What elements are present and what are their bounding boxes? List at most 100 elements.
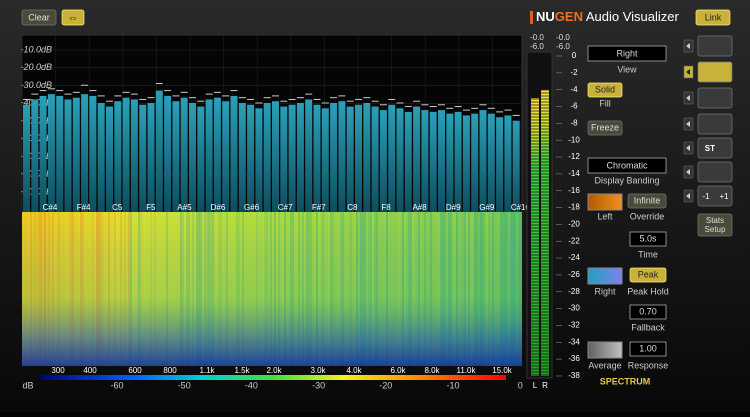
logo-mark xyxy=(530,11,533,24)
override-label: Override xyxy=(630,211,665,221)
meter: 0 -2 -4 -6 -8 -10 -12 -14 -16 -18 -20 -22 -24 -26 -28 -… xyxy=(530,51,580,390)
freq-label: 8.0k xyxy=(424,366,440,375)
side-arrow-icon xyxy=(686,145,690,151)
side-arrow-icon xyxy=(686,193,690,199)
link-button[interactable] xyxy=(695,9,731,26)
peak-readout-l: -0.0 xyxy=(530,33,544,42)
note-label: F#7 xyxy=(312,203,326,212)
infinite-button[interactable] xyxy=(627,193,667,209)
mode-button[interactable] xyxy=(697,113,733,135)
meter-scale-label: -4 xyxy=(570,85,578,94)
solid-label: Solid xyxy=(595,84,615,94)
app-title: NUGEN Audio Visualizer xyxy=(536,9,679,24)
spectrum-bar xyxy=(106,106,113,212)
note-label: A#8 xyxy=(412,203,427,212)
setup-label: Setup xyxy=(705,225,726,234)
st-label: ST xyxy=(705,144,715,153)
left-swatch[interactable] xyxy=(587,193,623,211)
meter-scale-label: -36 xyxy=(568,354,580,363)
side-arrow-icon xyxy=(686,121,690,127)
spectrum-bar xyxy=(130,99,138,212)
clear-button[interactable] xyxy=(21,9,57,26)
response-value: 1.00 xyxy=(639,343,657,353)
spectrum-bar xyxy=(388,104,396,212)
swap-icon: ⇔ xyxy=(68,12,79,24)
spectrum-bar xyxy=(446,113,454,212)
meter-scale-label: -6 xyxy=(570,102,578,111)
banding-label: Display Banding xyxy=(594,175,659,185)
spectrum-bar xyxy=(371,106,379,212)
spectrum-bar xyxy=(346,106,354,212)
stats-button[interactable] xyxy=(697,213,733,237)
spectrum-bar xyxy=(213,97,221,212)
spectrum-bar xyxy=(263,103,271,212)
spectrum-bar xyxy=(114,101,122,212)
spectrum-bar xyxy=(238,103,246,212)
note-label: D#6 xyxy=(211,203,226,212)
mode-button[interactable] xyxy=(697,185,733,207)
spectrum-bar xyxy=(288,104,296,212)
right-swatch[interactable] xyxy=(587,267,623,285)
spectrum-bar xyxy=(23,104,30,212)
mode-button[interactable] xyxy=(697,87,733,109)
scale-label: -60 xyxy=(110,380,123,390)
note-label: A#5 xyxy=(177,203,192,212)
mode-button[interactable] xyxy=(697,161,733,183)
freq-label: 400 xyxy=(83,366,97,375)
note-label: F5 xyxy=(146,203,156,212)
spectrum-bar xyxy=(180,97,188,212)
spectrum-bar xyxy=(330,103,338,212)
title-nu: NU xyxy=(536,9,555,24)
spectrum-bar xyxy=(189,103,196,212)
spectrum: -10.0dB-20.0dB-30.0dB-40.0dB-50.0dB-60.0… xyxy=(20,35,531,212)
spectrum-bar xyxy=(462,115,470,212)
solid-button[interactable] xyxy=(587,82,623,98)
mode-button[interactable] xyxy=(697,61,733,83)
color-scale xyxy=(40,375,506,380)
fallback-field[interactable] xyxy=(629,304,667,320)
meter-scale-label: -34 xyxy=(568,337,580,346)
meter-bar xyxy=(541,89,549,377)
section-label: SPECTRUM xyxy=(600,376,651,386)
spectrum-bar xyxy=(280,106,288,212)
banding-field[interactable] xyxy=(587,157,667,174)
meter-scale-label: -14 xyxy=(568,169,580,178)
note-label: C#7 xyxy=(278,203,293,212)
spectrum-bar xyxy=(164,95,172,212)
scale-label: -20 xyxy=(379,380,392,390)
spectrum-bar xyxy=(296,103,304,212)
swap-button[interactable] xyxy=(61,9,85,26)
spectrum-bar xyxy=(363,103,371,212)
meter-scale-label: -28 xyxy=(568,287,580,296)
spectrum-bar xyxy=(72,97,80,212)
average-swatch[interactable] xyxy=(587,341,623,359)
scale-unit: dB xyxy=(22,380,33,390)
mode-button[interactable] xyxy=(697,137,733,159)
view-field[interactable] xyxy=(587,45,667,62)
meter-scale-label: -32 xyxy=(568,321,580,330)
spectrum-bar xyxy=(479,110,487,212)
spectrum-bar xyxy=(97,103,105,212)
mode-button[interactable] xyxy=(697,35,733,57)
spectrum-bar xyxy=(272,101,279,212)
peak-hold-label: Peak Hold xyxy=(627,286,669,296)
response-field[interactable] xyxy=(629,341,667,357)
channel-label: R xyxy=(542,381,548,390)
spectrum-bar xyxy=(404,111,412,212)
fallback-value: 0.70 xyxy=(639,306,657,316)
time-field[interactable] xyxy=(629,231,667,247)
spectrum-bar xyxy=(155,90,163,212)
peak-button[interactable] xyxy=(629,267,667,283)
fill-label: Fill xyxy=(599,98,611,108)
spectrum-bar xyxy=(205,99,213,212)
meter-scale-label: 0 xyxy=(572,51,577,60)
spectrum-bar xyxy=(81,94,89,212)
time-label: Time xyxy=(638,249,658,259)
spectrum-bar xyxy=(89,95,97,212)
freq-label: 1.5k xyxy=(234,366,250,375)
stats-label: Stats xyxy=(706,216,724,225)
note-label: C#10 xyxy=(511,203,531,212)
freeze-button[interactable] xyxy=(587,120,623,136)
scale-label: -10 xyxy=(446,380,459,390)
view-label: View xyxy=(617,64,637,74)
